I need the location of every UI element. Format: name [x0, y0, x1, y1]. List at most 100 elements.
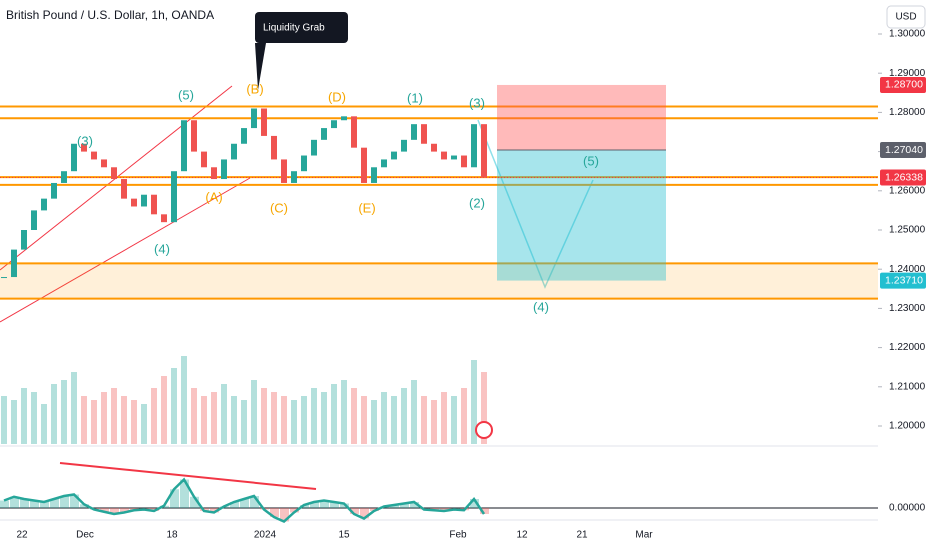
volume-bar	[161, 376, 167, 444]
stop-zone	[497, 84, 666, 151]
candle	[401, 139, 407, 152]
candle	[391, 151, 397, 160]
candle	[461, 155, 467, 168]
osc-bar	[40, 502, 49, 508]
target-zone	[497, 150, 666, 281]
wave-label: (D)	[328, 89, 346, 104]
osc-bar	[70, 494, 79, 508]
volume-bar	[61, 380, 67, 444]
osc-bar	[200, 508, 209, 511]
y-tick-label: 1.30000	[889, 29, 926, 40]
y-tick-label: 1.20000	[889, 421, 926, 432]
volume-bar	[301, 396, 307, 444]
currency-button[interactable]	[886, 5, 926, 29]
candle	[211, 167, 217, 180]
candle	[171, 171, 177, 223]
zone	[0, 107, 878, 119]
volume-bar	[141, 404, 147, 444]
osc-bar	[320, 500, 329, 508]
osc-bar	[230, 502, 239, 508]
candle	[181, 120, 187, 172]
osc-bar	[410, 502, 419, 508]
osc-bar	[50, 499, 59, 508]
wave-label: (2)	[469, 195, 485, 210]
currency[interactable]: USD	[895, 12, 916, 23]
candle	[251, 108, 257, 129]
osc-bar	[470, 499, 479, 508]
volume-bar	[71, 372, 77, 444]
candle	[151, 194, 157, 215]
candle	[311, 139, 317, 156]
volume-bar	[421, 396, 427, 444]
volume-bar	[371, 400, 377, 444]
candle	[271, 135, 277, 160]
osc-bar	[180, 479, 189, 508]
candle	[261, 108, 267, 136]
y-tick-label: 1.24000	[889, 264, 926, 275]
volume-bar	[351, 388, 357, 444]
candle	[281, 159, 287, 183]
callout-text: Liquidity Grab	[263, 23, 325, 34]
volume-bar	[461, 388, 467, 444]
volume-bar	[291, 400, 297, 444]
callout-pointer	[255, 43, 266, 90]
time-label: 15	[338, 530, 350, 541]
price-tag-label: 1.26338	[885, 171, 923, 183]
time-label: Mar	[635, 530, 653, 541]
wave-label: (B)	[246, 81, 263, 96]
time-label: 18	[166, 530, 178, 541]
price-tag-label: 1.27040	[885, 144, 923, 156]
zone	[0, 177, 878, 185]
candle	[471, 124, 477, 168]
osc-bar	[80, 504, 89, 508]
price-tag	[880, 272, 926, 289]
y-tick-label: 1.29000	[889, 68, 926, 79]
volume-bar	[401, 388, 407, 444]
volume-bar	[281, 396, 287, 444]
time-label: 21	[576, 530, 588, 541]
candle	[131, 198, 137, 207]
zone	[0, 263, 878, 299]
volume-bar	[171, 368, 177, 444]
osc-bar	[310, 502, 319, 508]
price-tag-label: 1.28700	[885, 79, 923, 91]
volume-bar	[251, 380, 257, 444]
candle	[331, 120, 337, 129]
candle	[301, 155, 307, 172]
candle	[141, 194, 147, 207]
osc-bar	[280, 508, 289, 522]
callout	[255, 12, 348, 43]
osc-bar	[30, 500, 39, 508]
volume-bar	[271, 392, 277, 444]
volume-bar	[31, 392, 37, 444]
volume-bar	[1, 396, 7, 444]
candle	[361, 147, 367, 183]
y-tick-label: 1.21000	[889, 381, 926, 392]
candle	[21, 230, 27, 250]
candle	[321, 128, 327, 140]
osc-bar	[0, 500, 9, 508]
candle	[221, 159, 227, 180]
candle	[61, 171, 67, 183]
volume-bar	[431, 400, 437, 444]
y-tick-label: 1.26000	[889, 185, 926, 196]
osc-bar	[440, 508, 449, 511]
osc-bar	[480, 508, 489, 514]
osc-line	[3, 477, 486, 523]
candle	[431, 143, 437, 152]
candle	[161, 214, 167, 223]
volume-bar	[241, 400, 247, 444]
volume-bar	[391, 396, 397, 444]
y-tick-label: 1.28000	[889, 107, 926, 118]
candle	[481, 124, 487, 178]
volume-bar	[151, 388, 157, 444]
time-label: 12	[516, 530, 528, 541]
volume-bar	[231, 396, 237, 444]
volume-bar	[221, 384, 227, 444]
wave-label: (5)	[583, 153, 599, 168]
candle	[451, 155, 457, 160]
osc-bar	[270, 508, 279, 517]
chart-title: British Pound / U.S. Dollar, 1h, OANDA	[6, 8, 214, 22]
volume-bar	[131, 400, 137, 444]
osc-bar	[110, 508, 119, 514]
